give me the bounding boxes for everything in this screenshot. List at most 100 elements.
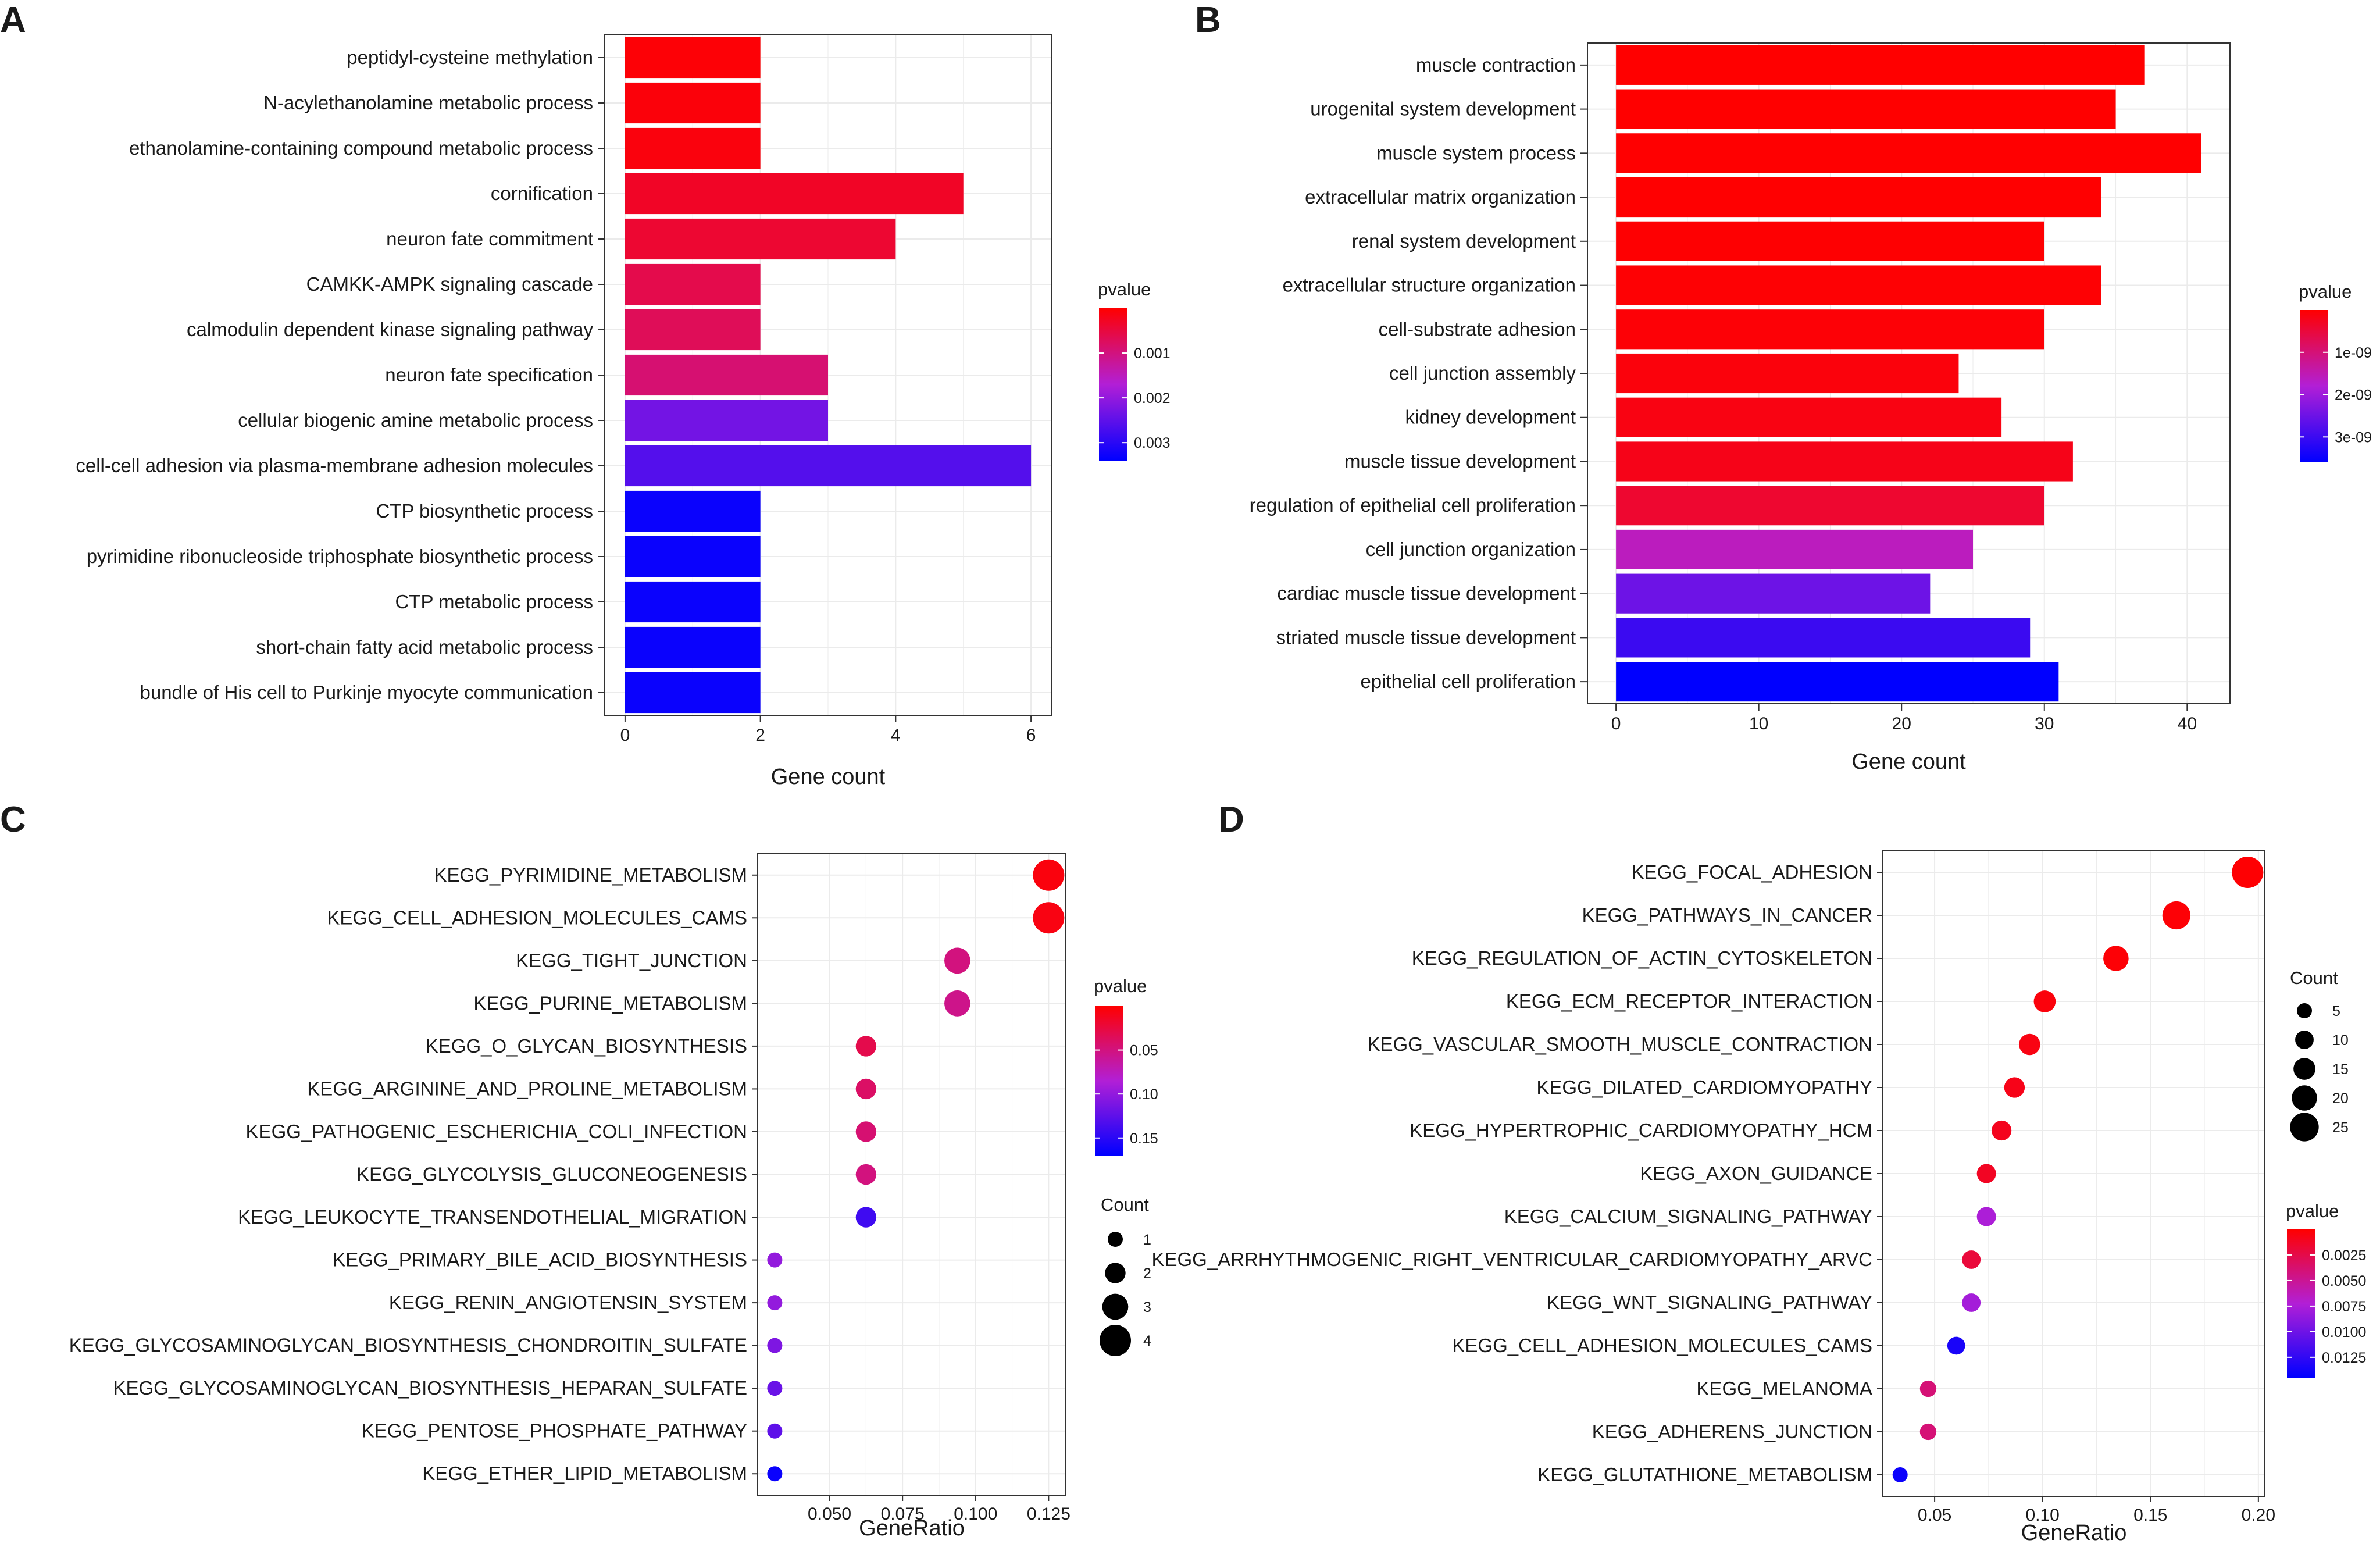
panel-b-category-label: cell junction assembly: [1389, 362, 1576, 384]
panel-c-plot-border: [757, 853, 1066, 1496]
panel-d-category-label: KEGG_ADHERENS_JUNCTION: [1592, 1421, 1872, 1442]
panel-a-bar: [625, 309, 761, 351]
panel-b-pvalue-legend-title: pvalue: [2299, 281, 2352, 302]
panel-a-bar: [625, 82, 761, 124]
panel-c-dot: [855, 1164, 877, 1185]
panel-a-colorbar-label: 0.001: [1134, 345, 1171, 362]
panel-d-colorbar-label: 0.0100: [2322, 1324, 2366, 1340]
panel-b-x-tick-label: 40: [2178, 714, 2197, 733]
panel-a-pvalue-colorbar: [1099, 308, 1127, 461]
panel-d-category-label: KEGG_HYPERTROPHIC_CARDIOMYOPATHY_HCM: [1410, 1119, 1872, 1141]
panel-c-dot: [855, 1036, 877, 1057]
panel-a-category-label: cornification: [491, 183, 593, 204]
panel-b-bar: [1616, 133, 2201, 173]
panel-c-dot: [767, 1252, 783, 1268]
panel-c-category-label: KEGG_TIGHT_JUNCTION: [516, 950, 747, 971]
panel-a-category-label: neuron fate commitment: [386, 228, 593, 249]
panel-a-bar: [625, 626, 761, 668]
panel-d-count-legend-dot: [2292, 1085, 2317, 1111]
panel-d-category-label: KEGG_AXON_GUIDANCE: [1640, 1163, 1872, 1184]
panel-d-x-tick-label: 0.20: [2242, 1506, 2275, 1525]
panel-d-dot: [2162, 901, 2190, 930]
panel-c-category-label: KEGG_LEUKOCYTE_TRANSENDOTHELIAL_MIGRATIO…: [238, 1206, 747, 1228]
panel-c-dot: [855, 1121, 877, 1142]
panel-b-colorbar-label: 2e-09: [2335, 387, 2372, 404]
panel-d-category-label: KEGG_VASCULAR_SMOOTH_MUSCLE_CONTRACTION: [1367, 1033, 1872, 1055]
panel-c-count-legend-dot: [1102, 1293, 1129, 1320]
panel-b-bar: [1616, 618, 2031, 658]
panel-b-bar: [1616, 486, 2044, 526]
panel-b-bar: [1616, 221, 2044, 261]
panel-b-bar: [1616, 45, 2145, 85]
panel-a-bar: [625, 354, 828, 396]
panel-d-category-label: KEGG_WNT_SIGNALING_PATHWAY: [1547, 1292, 1872, 1313]
panel-b-bar: [1616, 353, 1959, 394]
panel-c-category-label: KEGG_PATHOGENIC_ESCHERICHIA_COLI_INFECTI…: [246, 1121, 747, 1142]
panel-b-bar: [1616, 529, 1973, 570]
panel-a-bar: [625, 445, 1032, 487]
panel-d-category-label: KEGG_PATHWAYS_IN_CANCER: [1582, 904, 1872, 926]
panel-d-dot: [1976, 1207, 1996, 1226]
panel-b-bar: [1616, 265, 2101, 305]
panel-c-count-legend-title: Count: [1101, 1195, 1149, 1215]
panel-c-count-legend-label: 2: [1143, 1265, 1151, 1282]
panel-b-category-label: muscle tissue development: [1344, 450, 1576, 472]
panel-d-colorbar-label: 0.0125: [2322, 1350, 2366, 1366]
panel-c-category-label: KEGG_CELL_ADHESION_MOLECULES_CAMS: [327, 907, 747, 928]
panel-d-dot: [2019, 1033, 2040, 1056]
panel-c-dot: [1033, 902, 1065, 934]
panel-b-category-label: cell junction organization: [1366, 539, 1576, 560]
panel-c-category-label: KEGG_PURINE_METABOLISM: [473, 992, 747, 1014]
panel-b-x-tick-label: 30: [2035, 714, 2054, 733]
panel-c-category-label: KEGG_RENIN_ANGIOTENSIN_SYSTEM: [389, 1292, 747, 1313]
panel-b-x-tick-label: 0: [1611, 714, 1621, 733]
panel-b-colorbar-label: 3e-09: [2335, 429, 2372, 445]
panel-c-colorbar-label: 0.10: [1130, 1086, 1158, 1103]
panel-c-dot: [855, 1078, 877, 1100]
panel-d-colorbar-label: 0.0050: [2322, 1273, 2366, 1289]
panel-d-dot: [2004, 1077, 2025, 1098]
panel-a-category-label: N-acylethanolamine metabolic process: [263, 92, 593, 113]
panel-b-category-label: extracellular structure organization: [1283, 274, 1576, 296]
panel-c-category-label: KEGG_GLYCOSAMINOGLYCAN_BIOSYNTHESIS_CHON…: [69, 1335, 747, 1356]
panel-a-x-axis-title: Gene count: [771, 765, 886, 789]
panel-a-category-label: ethanolamine-containing compound metabol…: [129, 137, 593, 159]
panel-c-x-tick-label: 0.125: [1027, 1504, 1071, 1524]
panel-b-category-label: muscle contraction: [1416, 54, 1576, 76]
panel-a-bar-chart: peptidyl-cysteine methylation N-acylethan…: [76, 34, 1171, 789]
panel-c-x-axis-title: GeneRatio: [859, 1516, 965, 1541]
panel-letter-c: C: [0, 800, 26, 840]
panel-b-bar: [1616, 662, 2059, 702]
panel-a-category-label: peptidyl-cysteine methylation: [347, 47, 593, 68]
panel-letter-b: B: [1195, 0, 1221, 40]
panel-d-count-legend-dot: [2290, 1113, 2319, 1142]
panel-d-dot: [1992, 1120, 2012, 1141]
panel-d-dot: [1962, 1293, 1981, 1312]
panel-d-x-tick-label: 0.10: [2025, 1506, 2059, 1525]
panel-a-bar: [625, 581, 761, 623]
panel-b-bar: [1616, 441, 2073, 482]
panel-b-bar: [1616, 89, 2116, 129]
panel-b-plot-border: [1587, 42, 2231, 704]
panel-d-dot: [2232, 857, 2264, 888]
panel-d-pvalue-colorbar: [2287, 1229, 2315, 1378]
panel-b-category-label: striated muscle tissue development: [1276, 626, 1576, 648]
panel-d-dot: [1919, 1423, 1937, 1441]
panel-b-x-tick-label: 10: [1749, 714, 1768, 733]
panel-b-category-label: regulation of epithelial cell proliferat…: [1250, 494, 1576, 516]
panel-d-category-label: KEGG_MELANOMA: [1696, 1378, 1872, 1399]
panel-d-count-legend-label: 10: [2332, 1032, 2349, 1049]
panel-a-bar: [625, 218, 896, 260]
panel-a-colorbar-label: 0.002: [1134, 390, 1171, 407]
panel-c-dot: [944, 990, 970, 1017]
panel-a-bar: [625, 490, 761, 532]
panel-b-x-tick-label: 20: [1892, 714, 1911, 733]
panel-a-category-label: pyrimidine ribonucleoside triphosphate b…: [87, 545, 593, 567]
panel-a-category-label: CAMKK-AMPK signaling cascade: [306, 273, 593, 295]
panel-letter-d: D: [1218, 800, 1244, 840]
panel-d-count-legend-dot: [2295, 1031, 2314, 1049]
panel-c-dot: [767, 1466, 783, 1482]
panel-c-x-tick-label: 0.075: [881, 1504, 925, 1524]
panel-a-category-label: cellular biogenic amine metabolic proces…: [238, 409, 593, 431]
panel-c-category-label: KEGG_GLYCOLYSIS_GLUCONEOGENESIS: [356, 1164, 747, 1185]
